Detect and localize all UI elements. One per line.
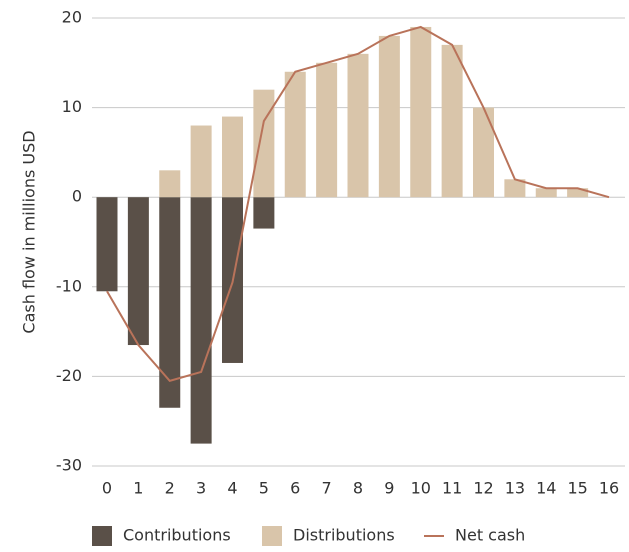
bar — [159, 170, 181, 198]
y-tick-label: -20 — [56, 366, 82, 385]
legend-label: Contributions — [123, 526, 231, 545]
bar — [253, 197, 275, 229]
bar — [284, 71, 306, 198]
bar — [190, 197, 212, 444]
bar — [347, 53, 369, 198]
x-tick-label: 8 — [353, 479, 363, 498]
x-tick-label: 6 — [290, 479, 300, 498]
x-tick-label: 13 — [505, 479, 525, 498]
bar — [410, 26, 432, 198]
bar — [378, 35, 400, 198]
x-tick-label: 3 — [196, 479, 206, 498]
bar — [567, 188, 589, 198]
bar — [535, 188, 557, 198]
x-tick-label: 5 — [259, 479, 269, 498]
bar — [441, 44, 463, 198]
bar — [159, 197, 181, 408]
x-tick-label: 14 — [536, 479, 556, 498]
legend-swatch — [92, 526, 112, 546]
legend-label: Distributions — [293, 526, 395, 545]
bar — [222, 116, 243, 198]
y-axis-label: Cash flow in millions USD — [20, 130, 39, 333]
bar — [253, 89, 275, 198]
y-tick-label: -30 — [56, 456, 82, 475]
line — [106, 25, 610, 383]
x-tick-label: 10 — [411, 479, 431, 498]
x-tick-label: 11 — [442, 479, 462, 498]
x-tick-label: 2 — [165, 479, 175, 498]
x-tick-label: 7 — [322, 479, 332, 498]
legend-label: Net cash — [455, 526, 525, 545]
x-tick-label: 0 — [102, 479, 112, 498]
x-tick-label: 12 — [473, 479, 493, 498]
y-tick-label: 10 — [62, 97, 82, 116]
y-tick-label: -10 — [56, 276, 82, 295]
bar — [96, 197, 118, 292]
bar — [316, 62, 338, 198]
bar — [127, 197, 149, 346]
bar — [473, 107, 494, 198]
x-tick-label: 4 — [227, 479, 237, 498]
bar — [504, 179, 526, 198]
x-tick-label: 9 — [384, 479, 394, 498]
legend-swatch — [262, 526, 282, 546]
x-tick-label: 1 — [133, 479, 143, 498]
bar — [190, 125, 212, 198]
x-tick-label: 16 — [599, 479, 619, 498]
y-tick-label: 20 — [62, 8, 82, 27]
y-tick-label: 0 — [72, 187, 82, 206]
x-tick-label: 15 — [567, 479, 587, 498]
